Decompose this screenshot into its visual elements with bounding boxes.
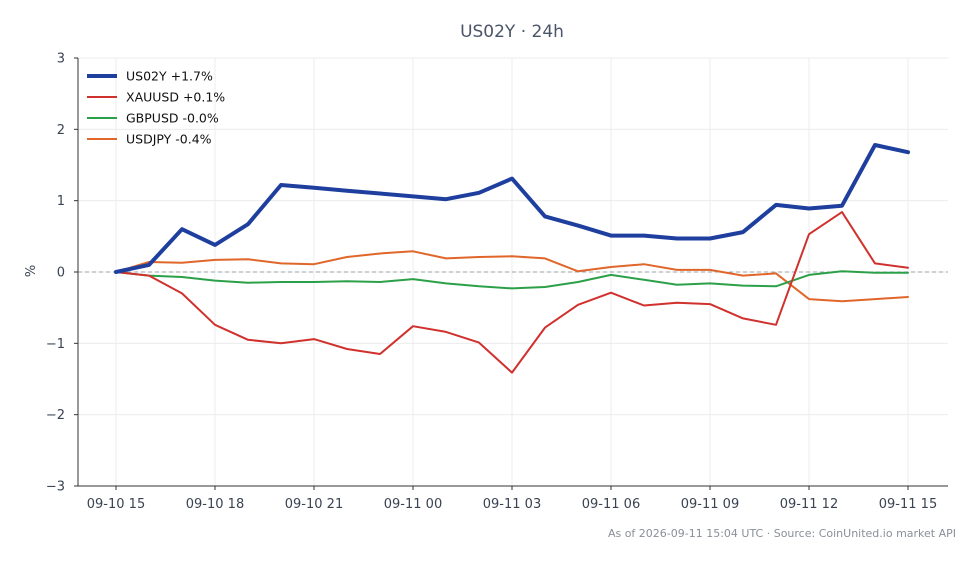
series-line-gbpusd [115, 270, 909, 290]
x-tick-label: 09-10 15 [87, 497, 145, 512]
y-tick-label: −3 [46, 480, 65, 495]
y-axis-label: % [24, 265, 39, 277]
legend-label: USDJPY -0.4% [126, 132, 212, 147]
series-line-usdjpy [115, 250, 909, 303]
y-ticks: −3 −2 −1 0 1 2 3 [46, 52, 78, 495]
series-line-us02y [114, 143, 910, 274]
x-tick-label: 09-10 21 [285, 497, 343, 512]
x-tick-label: 09-11 03 [483, 497, 541, 512]
legend-label: GBPUSD -0.0% [126, 111, 219, 126]
y-tick-label: −1 [46, 337, 65, 352]
x-tick-label: 09-10 18 [186, 497, 244, 512]
series-line-xauusd [115, 211, 909, 374]
footer-source: As of 2026-09-11 15:04 UTC · Source: Coi… [608, 527, 956, 540]
x-tick-label: 09-11 09 [681, 497, 739, 512]
y-tick-label: −2 [46, 408, 65, 423]
y-tick-label: 2 [57, 123, 65, 138]
y-tick-label: 3 [57, 52, 65, 67]
legend-label: US02Y +1.7% [126, 69, 213, 84]
series-lines [114, 143, 910, 374]
legend: US02Y +1.7% XAUUSD +0.1% GBPUSD -0.0% USDJP… [87, 69, 225, 147]
x-ticks: 09-10 15 09-10 18 09-10 21 09-11 00 09-11 03… [87, 486, 937, 512]
legend-label: XAUUSD +0.1% [126, 90, 225, 105]
x-tick-label: 09-11 12 [780, 497, 838, 512]
y-tick-label: 1 [57, 194, 65, 209]
y-tick-label: 0 [57, 266, 65, 281]
x-tick-label: 09-11 06 [582, 497, 640, 512]
chart-title: US02Y · 24h [460, 22, 564, 42]
x-tick-label: 09-11 15 [879, 497, 937, 512]
x-tick-label: 09-11 00 [384, 497, 442, 512]
